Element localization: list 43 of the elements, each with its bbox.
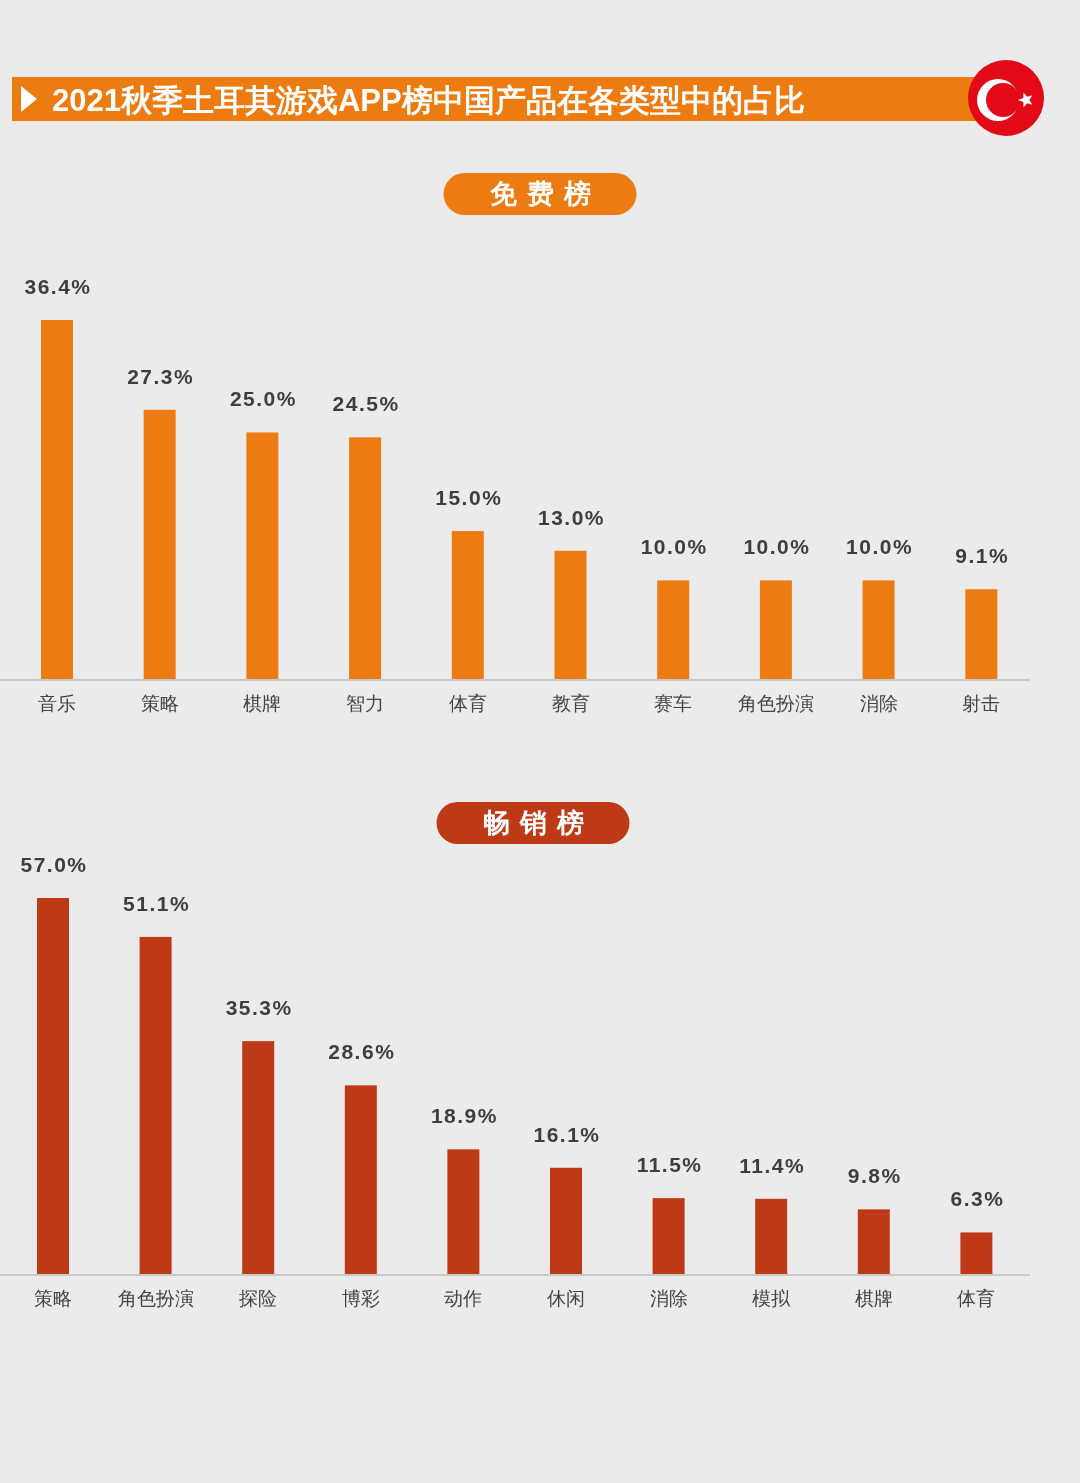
data-label: 15.0%: [435, 486, 503, 510]
x-tick-label: 棋牌: [854, 1288, 893, 1309]
x-tick-label: 音乐: [38, 693, 76, 714]
x-tick-label: 棋牌: [243, 693, 282, 714]
x-tick-label: 体育: [448, 693, 487, 714]
data-label: 57.0%: [20, 853, 88, 876]
x-tick-label: 智力: [346, 693, 385, 714]
data-label: 16.1%: [533, 1122, 601, 1146]
x-tick-label: 策略: [140, 693, 179, 714]
x-tick-label: 赛车: [654, 693, 693, 714]
data-label: 25.0%: [229, 387, 297, 411]
data-label: 18.9%: [430, 1104, 498, 1128]
data-label: 51.1%: [123, 891, 191, 915]
x-tick-label: 模拟: [752, 1288, 792, 1309]
data-label: 9.1%: [955, 544, 1010, 568]
data-label: 36.4%: [24, 275, 92, 298]
data-label: 11.4%: [739, 1153, 806, 1177]
data-label: 11.5%: [636, 1153, 703, 1177]
x-tick-label: 探险: [239, 1288, 278, 1309]
data-label: 10.0%: [743, 535, 811, 559]
data-label: 10.0%: [640, 535, 708, 559]
x-tick-label: 动作: [444, 1288, 483, 1309]
x-tick-label: 消除: [649, 1288, 688, 1309]
x-tick-label: 博彩: [341, 1288, 380, 1309]
x-tick-label: 休闲: [547, 1288, 585, 1309]
data-label: 10.0%: [846, 535, 914, 559]
x-tick-label: 角色扮演: [737, 693, 814, 714]
x-tick-label: 体育: [957, 1288, 996, 1309]
data-label: 28.6%: [328, 1040, 396, 1064]
chart-title: 畅销榜: [482, 808, 594, 838]
chart-subtitle: 免费榜: [489, 179, 601, 209]
data-label: 24.5%: [332, 392, 400, 416]
data-label: 27.3%: [127, 364, 195, 388]
data-label: 13.0%: [537, 505, 606, 529]
x-tick-label: 射击: [962, 693, 1001, 714]
data-label: 6.3%: [950, 1187, 1005, 1211]
x-tick-label: 教育: [551, 693, 590, 714]
x-tick-label: 消除: [859, 693, 898, 714]
chart-title: 2021秋季土耳其游戏APP榜中国产品在各类型中的占比: [52, 83, 805, 118]
data-label: 9.8%: [847, 1164, 902, 1188]
data-label: 35.3%: [225, 996, 293, 1020]
x-tick-label: 角色扮演: [117, 1288, 194, 1309]
x-tick-label: 策略: [34, 1288, 72, 1309]
